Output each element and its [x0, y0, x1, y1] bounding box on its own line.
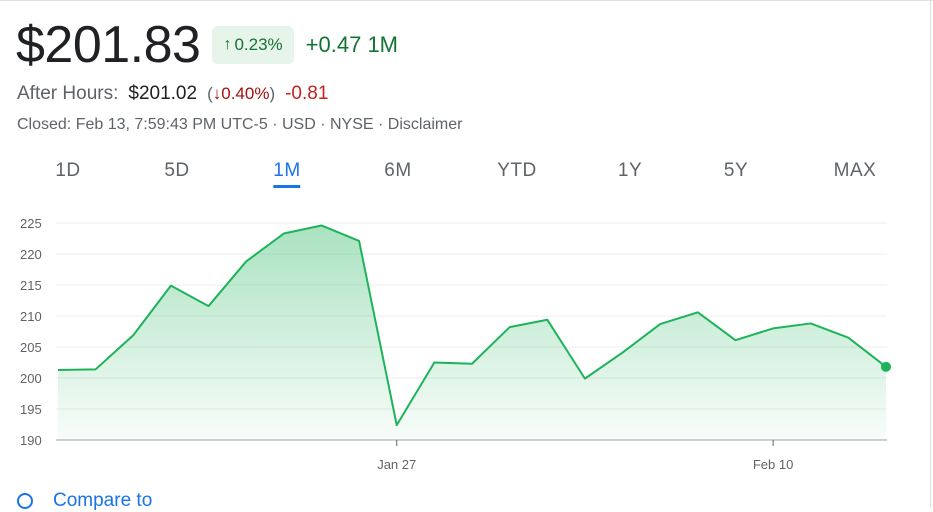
- tab-1m[interactable]: 1M: [273, 160, 301, 188]
- compare-to-link[interactable]: Compare to: [17, 490, 152, 512]
- current-price: $201.83: [16, 16, 201, 74]
- pct-change-value: 0.23%: [234, 35, 283, 54]
- y-tick-label-220: 220: [20, 247, 42, 262]
- right-border: [930, 0, 931, 507]
- data-point-0: [56, 368, 60, 372]
- data-point-17: [696, 310, 700, 314]
- data-point-7: [319, 223, 323, 227]
- y-tick-label-205: 205: [20, 340, 42, 355]
- tab-1d[interactable]: 1D: [55, 160, 81, 181]
- last-price-dot: [881, 361, 891, 372]
- tab-5y[interactable]: 5Y: [723, 160, 749, 181]
- data-point-5: [244, 259, 248, 263]
- after-hours-price: $201.02: [128, 83, 198, 104]
- data-point-16: [658, 322, 662, 326]
- pct-change-badge: ↑ 0.23%: [212, 26, 294, 64]
- tab-ytd[interactable]: YTD: [497, 160, 537, 181]
- data-point-2: [131, 333, 135, 337]
- tab-1y[interactable]: 1Y: [617, 160, 643, 181]
- data-point-10: [432, 361, 436, 365]
- arrow-up-icon: ↑: [223, 36, 232, 53]
- data-point-1: [94, 367, 98, 371]
- y-tick-label-190: 190: [20, 433, 42, 448]
- after-hours-change: -0.81: [285, 83, 329, 104]
- data-point-6: [282, 232, 286, 236]
- data-point-9: [395, 423, 399, 427]
- after-hours-pct-value: 0.40%: [221, 84, 270, 103]
- tab-6m[interactable]: 6M: [384, 160, 412, 181]
- price-line: [57, 224, 887, 427]
- y-tick-label-215: 215: [20, 278, 42, 293]
- tab-5d[interactable]: 5D: [164, 160, 190, 181]
- x-tick-label-jan-27: Jan 27: [377, 457, 416, 472]
- data-point-12: [508, 325, 512, 329]
- data-point-19: [771, 326, 775, 330]
- data-point-11: [470, 362, 474, 366]
- y-tick-label-195: 195: [20, 402, 42, 417]
- price-chart[interactable]: 190 195 200 205 210 215 220 225 Jan 27 Feb 10: [0, 200, 933, 485]
- data-point-21: [846, 336, 850, 340]
- tab-max[interactable]: MAX: [833, 160, 877, 181]
- y-tick-label-225: 225: [20, 216, 42, 231]
- y-tick-label-210: 210: [20, 309, 42, 324]
- data-point-20: [809, 321, 813, 325]
- after-hours-row: After Hours: $201.02 (↓0.40%) -0.81: [17, 83, 328, 105]
- range-tabs: 1D 5D 1M 6M YTD 1Y 5Y MAX: [0, 160, 933, 190]
- x-tick-label-feb-10: Feb 10: [753, 457, 793, 472]
- compare-to-label: Compare to: [53, 490, 153, 511]
- data-point-3: [169, 284, 173, 288]
- after-hours-label: After Hours:: [17, 83, 119, 104]
- price-area: [58, 225, 886, 440]
- closed-info: Closed: Feb 13, 7:59:43 PM UTC-5 · USD ·…: [17, 116, 463, 133]
- data-point-8: [357, 239, 361, 243]
- data-point-14: [583, 377, 587, 381]
- y-tick-label-200: 200: [20, 371, 42, 386]
- after-hours-pct: (↓0.40%): [207, 84, 276, 103]
- data-point-15: [621, 351, 625, 355]
- price-change: +0.47 1M: [305, 32, 399, 57]
- data-point-18: [733, 338, 737, 342]
- price-row: $201.83 ↑ 0.23% +0.47 1M: [16, 14, 398, 76]
- arrow-down-icon: ↓: [212, 84, 222, 103]
- data-point-4: [207, 304, 211, 308]
- data-point-13: [545, 318, 549, 322]
- top-border: [0, 0, 933, 1]
